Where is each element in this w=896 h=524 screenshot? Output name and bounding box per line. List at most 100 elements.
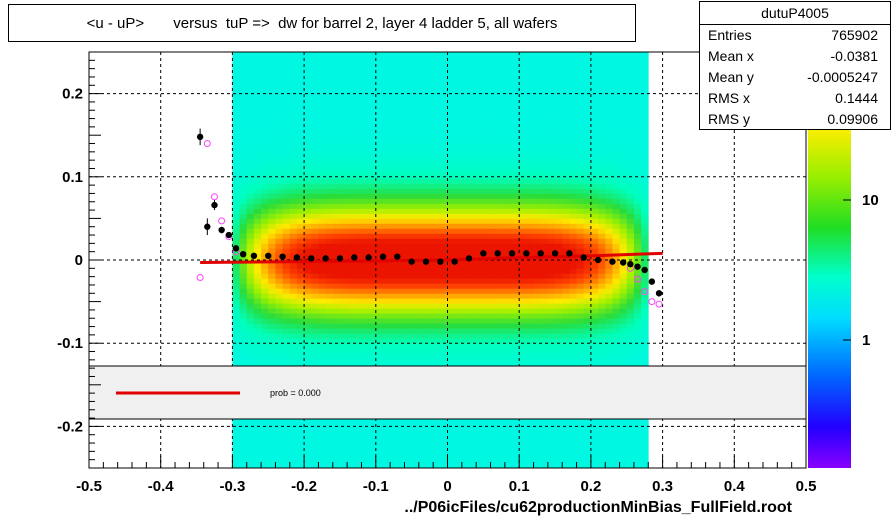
- heatmap-cell: [555, 433, 563, 439]
- heatmap-cell: [612, 283, 620, 289]
- heatmap-cell: [569, 258, 577, 264]
- heatmap-cell: [275, 103, 283, 109]
- heatmap-cell: [590, 458, 599, 464]
- heatmap-cell: [332, 208, 341, 214]
- heatmap-cell: [239, 433, 248, 439]
- heatmap-cell: [440, 52, 448, 55]
- heatmap-cell: [296, 53, 305, 60]
- heatmap-cell: [490, 208, 499, 214]
- heatmap-cell: [311, 52, 319, 55]
- heatmap-cell: [325, 243, 334, 249]
- heatmap-cell: [547, 138, 556, 144]
- heatmap-cell: [469, 78, 477, 85]
- heatmap-cell: [569, 463, 577, 468]
- heatmap-cell: [483, 448, 491, 454]
- heatmap-cell: [339, 268, 348, 274]
- heatmap-cell: [483, 173, 491, 179]
- heatmap-cell: [469, 52, 477, 55]
- heatmap-cell: [519, 73, 527, 80]
- heatmap-cell: [261, 338, 269, 344]
- heatmap-cell: [232, 303, 240, 309]
- heatmap-cell: [375, 358, 384, 364]
- heatmap-cell: [411, 53, 420, 60]
- heatmap-cell: [583, 52, 592, 55]
- heatmap-cell: [612, 213, 620, 219]
- heatmap-cell: [440, 123, 448, 129]
- heatmap-cell: [612, 358, 620, 364]
- heatmap-cell: [325, 303, 334, 309]
- heatmap-cell: [347, 158, 355, 164]
- heatmap-cell: [397, 358, 405, 364]
- heatmap-cell: [633, 63, 642, 70]
- heatmap-cell: [390, 173, 398, 179]
- heatmap-cell: [619, 423, 628, 429]
- heatmap-cell: [361, 333, 370, 339]
- heatmap-cell: [404, 248, 413, 254]
- heatmap-cell: [490, 128, 499, 134]
- heatmap-cell: [641, 138, 649, 144]
- heatmap-cell: [454, 213, 463, 219]
- heatmap-cell: [569, 63, 577, 70]
- heatmap-cell: [361, 113, 370, 119]
- heatmap-cell: [555, 83, 563, 90]
- heatmap-cell: [540, 93, 549, 99]
- heatmap-cell: [583, 348, 592, 354]
- heatmap-cell: [483, 433, 491, 439]
- heatmap-cell: [626, 52, 635, 55]
- heatmap-cell: [361, 303, 370, 309]
- heatmap-cell: [261, 423, 269, 429]
- heatmap-cell: [512, 328, 520, 334]
- heatmap-cell: [232, 198, 240, 204]
- heatmap-cell: [433, 133, 441, 139]
- heatmap-cell: [440, 53, 448, 60]
- heatmap-cell: [504, 118, 513, 124]
- heatmap-cell: [612, 103, 620, 109]
- heatmap-cell: [404, 173, 413, 179]
- heatmap-cell: [253, 133, 262, 139]
- heatmap-cell: [418, 138, 427, 144]
- heatmap-cell: [576, 303, 585, 309]
- heatmap-cell: [461, 58, 470, 65]
- heatmap-cell: [469, 243, 477, 249]
- heatmap-cell: [576, 58, 585, 65]
- heatmap-cell: [576, 348, 585, 354]
- heatmap-cell: [282, 52, 291, 55]
- heatmap-cell: [268, 333, 276, 339]
- heatmap-cell: [433, 68, 441, 75]
- heatmap-cell: [232, 173, 240, 179]
- heatmap-cell: [332, 288, 341, 294]
- heatmap-cell: [325, 323, 334, 329]
- heatmap-cell: [569, 88, 577, 94]
- heatmap-cell: [512, 343, 520, 349]
- heatmap-cell: [296, 203, 305, 209]
- heatmap-cell: [246, 203, 255, 209]
- heatmap-cell: [282, 173, 291, 179]
- heatmap-cell: [325, 448, 334, 454]
- heatmap-cell: [469, 58, 477, 65]
- heatmap-cell: [533, 143, 542, 149]
- heatmap-cell: [576, 243, 585, 249]
- heatmap-cell: [619, 293, 628, 299]
- heatmap-cell: [476, 173, 484, 179]
- data-point: [211, 201, 218, 209]
- heatmap-cell: [375, 183, 384, 189]
- heatmap-cell: [555, 208, 563, 214]
- heatmap-cell: [497, 433, 506, 439]
- heatmap-cell: [562, 168, 570, 174]
- heatmap-cell: [540, 428, 549, 434]
- heatmap-cell: [476, 288, 484, 294]
- heatmap-cell: [476, 163, 484, 169]
- heatmap-cell: [490, 343, 499, 349]
- heatmap-cell: [318, 223, 327, 229]
- heatmap-cell: [447, 428, 456, 434]
- heatmap-cell: [526, 133, 534, 139]
- heatmap-cell: [526, 298, 534, 304]
- heatmap-cell: [512, 203, 520, 209]
- heatmap-cell: [253, 278, 262, 284]
- heatmap-cell: [476, 243, 484, 249]
- heatmap-cell: [339, 423, 348, 429]
- heatmap-cell: [569, 73, 577, 80]
- heatmap-cell: [282, 143, 291, 149]
- heatmap-cell: [296, 83, 305, 90]
- heatmap-cell: [375, 243, 384, 249]
